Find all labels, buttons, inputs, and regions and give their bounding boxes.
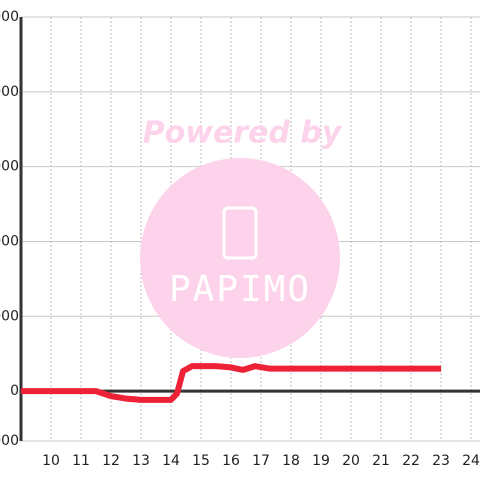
- x-tick-label: 17: [252, 453, 270, 469]
- x-tick-label: 10: [42, 453, 60, 469]
- x-tick-label: 24: [462, 453, 480, 469]
- x-tick-label: 14: [162, 453, 180, 469]
- x-tick-label: 11: [72, 453, 90, 469]
- y-tick-label: 120,000: [0, 84, 19, 100]
- x-tick-label: 18: [282, 453, 300, 469]
- y-tick-label: -20,000: [0, 433, 19, 449]
- y-tick-label: 90,000: [0, 159, 19, 175]
- x-tick-label: 20: [342, 453, 360, 469]
- x-tick-label: 23: [432, 453, 450, 469]
- x-tick-label: 15: [192, 453, 210, 469]
- x-tick-label: 16: [222, 453, 240, 469]
- x-tick-label: 12: [102, 453, 120, 469]
- x-tick-label: 13: [132, 453, 150, 469]
- y-tick-label: 150,000: [0, 9, 19, 25]
- x-tick-label: 19: [312, 453, 330, 469]
- x-tick-label: 22: [402, 453, 420, 469]
- watermark-logo-text: PAPIMO: [169, 269, 311, 310]
- x-tick-label: 21: [372, 453, 390, 469]
- y-tick-label: 30,000: [0, 308, 19, 324]
- watermark-text: Powered by: [143, 116, 343, 151]
- y-tick-label: 60,000: [0, 233, 19, 249]
- watermark-icon: [222, 206, 258, 260]
- data-line: [21, 363, 441, 403]
- y-tick-label: 0: [10, 383, 19, 399]
